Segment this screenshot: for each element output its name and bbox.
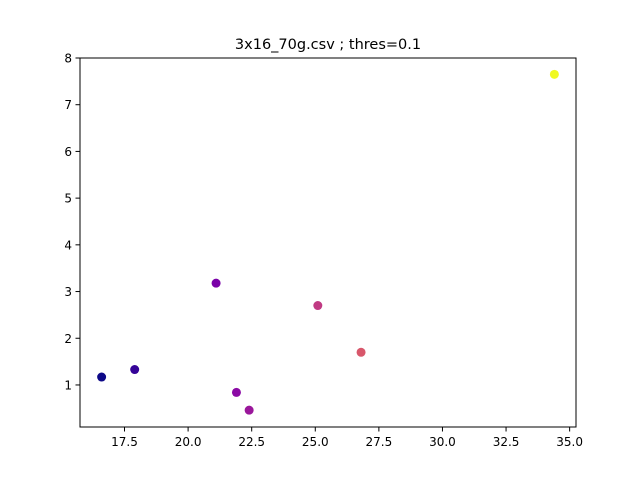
x-tick-label: 32.5 (493, 435, 520, 449)
y-tick-label: 5 (64, 192, 72, 206)
y-tick-label: 1 (64, 378, 72, 392)
scatter-point (549, 69, 559, 79)
scatter-point (313, 301, 323, 311)
y-tick-label: 2 (64, 332, 72, 346)
x-axis-ticks: 17.5 20.0 22.5 25.0 27.5 30.0 32.5 35.0 (111, 427, 583, 449)
y-axis-ticks: 1 2 3 4 5 6 7 8 (64, 52, 80, 392)
x-tick-label: 27.5 (366, 435, 393, 449)
y-tick-label: 8 (64, 52, 72, 66)
y-tick-label: 3 (64, 285, 72, 299)
x-tick-label: 20.0 (175, 435, 202, 449)
x-tick-label: 35.0 (556, 435, 583, 449)
scatter-point (211, 278, 221, 288)
plot-area-frame (79, 57, 577, 428)
x-tick-label: 30.0 (429, 435, 456, 449)
x-tick-label: 22.5 (238, 435, 265, 449)
scatter-point (231, 387, 241, 397)
scatter-point (356, 347, 366, 357)
scatter-point (244, 405, 254, 415)
y-tick-label: 6 (64, 145, 72, 159)
y-tick-label: 7 (64, 98, 72, 112)
x-tick-label: 17.5 (111, 435, 138, 449)
scatter-points (97, 69, 559, 415)
chart-title: 3x16_70g.csv ; thres=0.1 (235, 37, 421, 53)
scatter-point (97, 372, 107, 382)
scatter-point (130, 365, 140, 375)
x-tick-label: 25.0 (302, 435, 329, 449)
y-tick-label: 4 (64, 238, 72, 252)
